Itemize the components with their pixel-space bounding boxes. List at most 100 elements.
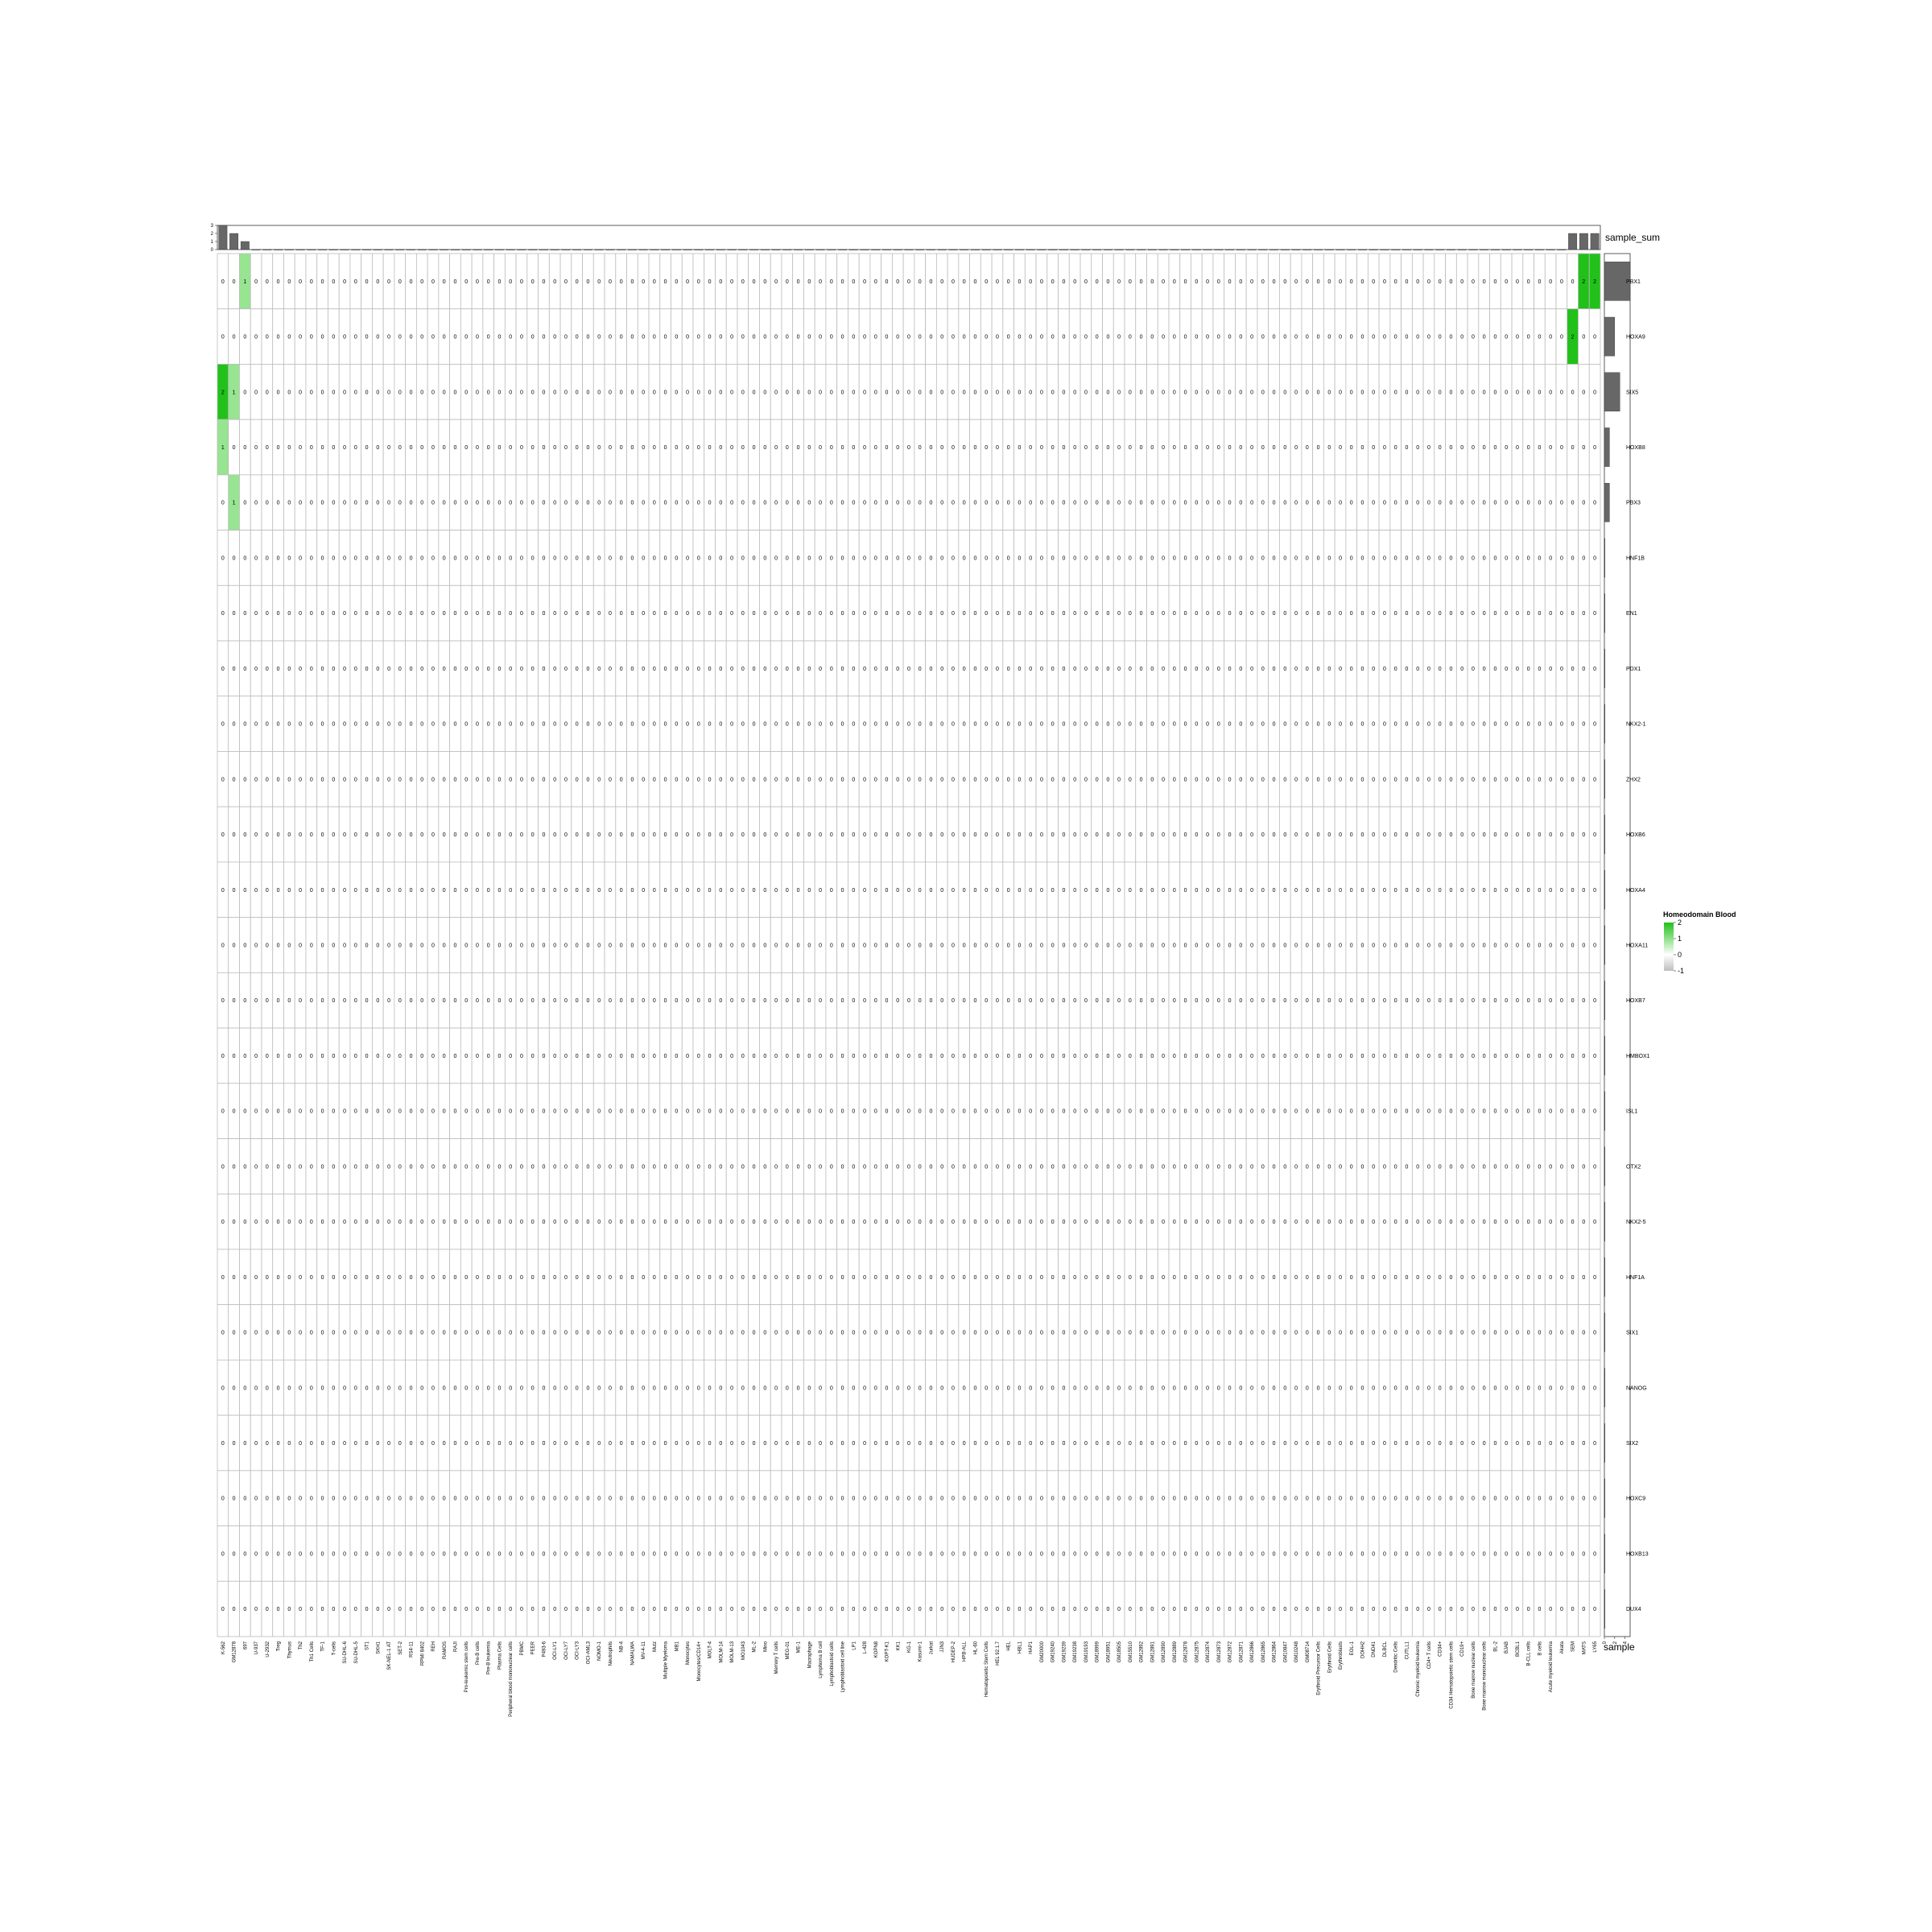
cell-value-label: 0 xyxy=(564,501,568,506)
cell-value-label: 0 xyxy=(1416,390,1419,395)
cell-value-label: 0 xyxy=(874,1054,877,1059)
cell-value-label: 0 xyxy=(332,888,335,894)
cell-value-label: 0 xyxy=(233,335,236,341)
cell-value-label: 0 xyxy=(398,722,402,728)
cell-value-label: 0 xyxy=(299,943,302,949)
cell-value-label: 0 xyxy=(1250,888,1253,894)
cell-value-label: 0 xyxy=(1306,777,1309,782)
cell-value-label: 0 xyxy=(1040,777,1043,782)
cell-value-label: 0 xyxy=(653,667,656,672)
cell-value-label: 0 xyxy=(609,390,612,395)
cell-value-label: 0 xyxy=(886,501,889,506)
cell-value-label: 0 xyxy=(642,667,645,672)
cell-value-label: 0 xyxy=(1538,777,1541,782)
cell-value-label: 0 xyxy=(1140,501,1143,506)
cell-value-label: 0 xyxy=(1217,555,1220,561)
cell-value-label: 0 xyxy=(1394,722,1397,728)
cell-value-label: 0 xyxy=(287,943,291,949)
cell-value-label: 0 xyxy=(609,555,612,561)
cell-value-label: 0 xyxy=(686,667,689,672)
cell-value-label: 0 xyxy=(741,555,745,561)
cell-value-label: 0 xyxy=(1439,888,1442,894)
cell-value-label: 0 xyxy=(476,832,479,838)
cell-value-label: 0 xyxy=(697,667,700,672)
cell-value-label: 0 xyxy=(1250,943,1253,949)
cell-value-label: 0 xyxy=(376,390,379,395)
cell-value-label: 0 xyxy=(1283,998,1286,1004)
cell-value-label: 0 xyxy=(1317,722,1320,728)
cell-value-label: 0 xyxy=(553,335,556,341)
cell-value-label: 0 xyxy=(1029,722,1032,728)
cell-value-label: 0 xyxy=(974,445,977,451)
cell-value-label: 0 xyxy=(1073,390,1076,395)
cell-value-label: 0 xyxy=(321,998,324,1004)
cell-value-label: 0 xyxy=(420,501,423,506)
cell-value-label: 0 xyxy=(1538,998,1541,1004)
cell-value-label: 0 xyxy=(321,777,324,782)
cell-value-label: 0 xyxy=(443,1054,446,1059)
cell-value-label: 0 xyxy=(1527,445,1530,451)
cell-value-label: 0 xyxy=(553,555,556,561)
cell-value-label: 0 xyxy=(576,998,579,1004)
cell-value-label: 0 xyxy=(476,777,479,782)
cell-value-label: 0 xyxy=(1007,1054,1010,1059)
cell-value-label: 0 xyxy=(443,998,446,1004)
cell-value-label: 0 xyxy=(1527,555,1530,561)
cell-value-label: 0 xyxy=(1029,335,1032,341)
cell-value-label: 0 xyxy=(464,888,468,894)
cell-value-label: 0 xyxy=(243,777,246,782)
cell-value-label: 0 xyxy=(609,888,612,894)
cell-value-label: 0 xyxy=(1327,943,1331,949)
cell-value-label: 0 xyxy=(1483,777,1486,782)
cell-value-label: 0 xyxy=(874,998,877,1004)
cell-value-label: 0 xyxy=(664,888,667,894)
cell-value-label: 0 xyxy=(1184,777,1187,782)
cell-value-label: 0 xyxy=(930,279,933,285)
cell-value-label: 0 xyxy=(863,832,866,838)
cell-value-label: 0 xyxy=(1273,279,1276,285)
cell-value-label: 0 xyxy=(774,279,778,285)
cell-value-label: 0 xyxy=(952,390,955,395)
cell-value-label: 0 xyxy=(786,943,789,949)
cell-value-label: 0 xyxy=(664,445,667,451)
cell-value-label: 0 xyxy=(886,390,889,395)
cell-value-label: 0 xyxy=(1294,998,1298,1004)
cell-value-label: 0 xyxy=(1184,943,1187,949)
cell-value-label: 0 xyxy=(1273,777,1276,782)
cell-value-label: 0 xyxy=(1582,777,1585,782)
cell-value-label: 0 xyxy=(896,390,899,395)
cell-value-label: 0 xyxy=(1483,943,1486,949)
cell-value-label: 0 xyxy=(1516,777,1519,782)
cell-value-label: 0 xyxy=(1327,998,1331,1004)
cell-value-label: 0 xyxy=(454,445,457,451)
cell-value-label: 0 xyxy=(1483,555,1486,561)
cell-value-label: 0 xyxy=(797,998,800,1004)
cell-value-label: 0 xyxy=(952,998,955,1004)
cell-value-label: 0 xyxy=(1450,832,1453,838)
cell-value-label: 0 xyxy=(642,832,645,838)
cell-value-label: 0 xyxy=(498,445,502,451)
cell-value-label: 0 xyxy=(919,445,922,451)
cell-value-label: 0 xyxy=(487,888,490,894)
cell-value-label: 0 xyxy=(1117,611,1121,617)
cell-value-label: 0 xyxy=(332,279,335,285)
cell-value-label: 0 xyxy=(1549,998,1552,1004)
cell-value-label: 0 xyxy=(1538,1054,1541,1059)
cell-value-label: 0 xyxy=(443,832,446,838)
cell-value-label: 0 xyxy=(310,611,313,617)
cell-value-label: 0 xyxy=(1350,832,1353,838)
cell-value-label: 0 xyxy=(697,998,700,1004)
cell-value-label: 0 xyxy=(1483,501,1486,506)
cell-value-label: 0 xyxy=(1029,832,1032,838)
cell-value-label: 0 xyxy=(1261,667,1265,672)
cell-value-label: 0 xyxy=(1361,279,1364,285)
cell-value-label: 0 xyxy=(1383,998,1386,1004)
cell-value-label: 0 xyxy=(1472,390,1475,395)
cell-value-label: 0 xyxy=(1593,611,1596,617)
cell-value-label: 0 xyxy=(1129,335,1132,341)
cell-value-label: 0 xyxy=(1150,832,1154,838)
cell-value-label: 0 xyxy=(1140,1054,1143,1059)
cell-value-label: 0 xyxy=(985,390,988,395)
cell-value-label: 0 xyxy=(807,888,811,894)
cell-value-label: 0 xyxy=(963,555,966,561)
